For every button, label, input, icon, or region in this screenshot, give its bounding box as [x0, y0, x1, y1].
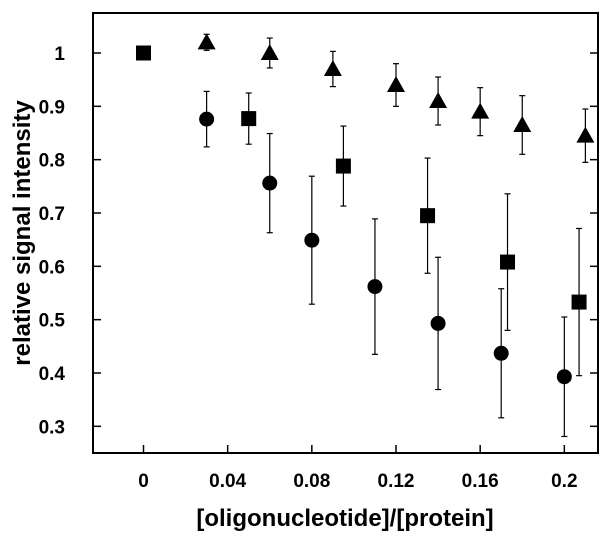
x-tick-label: 0.16	[462, 471, 499, 492]
circle-point	[304, 232, 320, 248]
y-tick-label: 0.8	[39, 151, 65, 172]
triangle-point	[513, 116, 532, 132]
y-tick-label: 1	[54, 44, 65, 65]
triangle-point	[260, 44, 279, 60]
y-axis-title: relative signal intensity	[9, 100, 36, 366]
y-tick-label: 0.4	[39, 364, 66, 385]
circle-point	[199, 111, 215, 127]
x-tick-label: 0.08	[293, 471, 330, 492]
triangle-point	[576, 126, 595, 143]
y-tick-label: 0.3	[39, 417, 65, 438]
triangle-point	[429, 92, 448, 108]
circle-point	[493, 345, 509, 361]
circle-point	[367, 279, 383, 295]
circle-point	[556, 369, 572, 385]
y-axis: 0.3 0.4 0.5 0.6 0.7 0.8 0.9 1	[39, 44, 598, 438]
plot-frame	[92, 12, 599, 454]
triangle-point	[323, 60, 342, 76]
circle-point	[262, 175, 278, 191]
triangle-point	[387, 76, 405, 92]
y-tick-label: 0.9	[39, 97, 65, 118]
x-tick-label: 0.12	[378, 471, 415, 492]
square-point	[136, 45, 151, 61]
y-tick-label: 0.6	[39, 257, 65, 278]
x-axis: 0 0.04 0.08 0.12 0.16 0.2	[138, 445, 578, 492]
x-tick-label: 0.2	[551, 471, 577, 492]
square-point	[335, 158, 351, 174]
y-tick-label: 0.5	[39, 311, 66, 332]
x-tick-label: 0	[138, 471, 149, 492]
circle-point	[430, 315, 446, 331]
y-tick-label: 0.7	[39, 204, 65, 225]
data-points	[136, 33, 595, 438]
square-point	[500, 254, 516, 270]
x-tick-label: 0.04	[209, 471, 246, 492]
triangle-point	[197, 33, 216, 50]
triangle-point	[471, 102, 490, 119]
square-point	[241, 111, 257, 127]
square-point	[571, 294, 587, 310]
x-axis-title: [oligonucleotide]/[protein]	[196, 505, 493, 532]
square-point	[420, 208, 436, 224]
